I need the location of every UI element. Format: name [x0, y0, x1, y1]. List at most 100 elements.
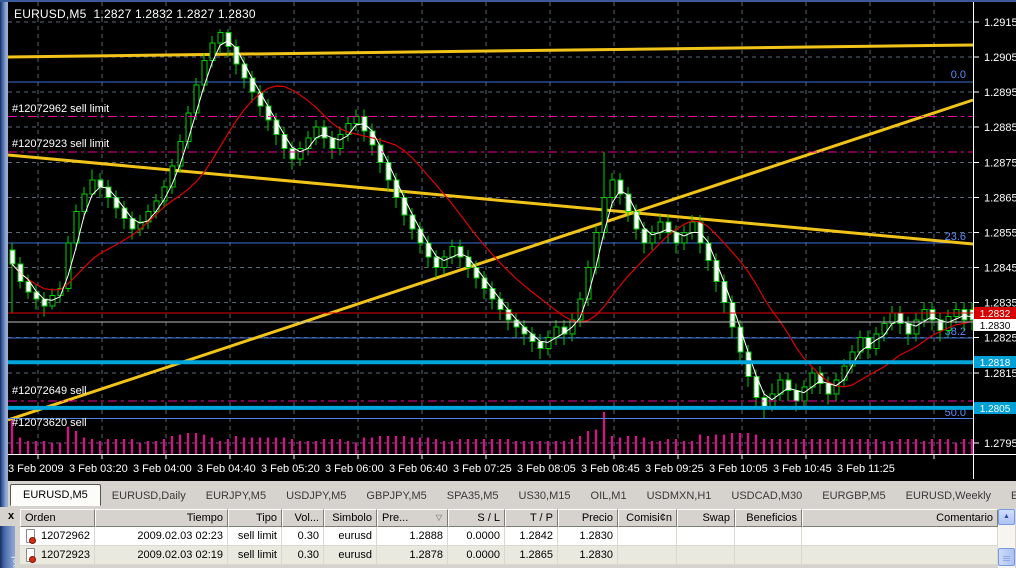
- svg-text:0.0: 0.0: [951, 69, 966, 81]
- tab-eurjpy-m5[interactable]: EURJPY,M5: [205, 490, 267, 502]
- cell-comentario: [802, 546, 998, 565]
- column-header-orden[interactable]: Orden: [20, 509, 95, 527]
- svg-text:3 Feb 06:40: 3 Feb 06:40: [389, 463, 448, 475]
- terminal-scrollbar[interactable]: ▲: [998, 509, 1015, 568]
- tab-oil-m1[interactable]: OIL,M1: [590, 490, 627, 502]
- svg-text:1.2795: 1.2795: [984, 438, 1016, 450]
- cell-comentario: [802, 527, 998, 546]
- cell-t-p: 1.2865: [505, 546, 558, 565]
- svg-text:3 Feb 10:45: 3 Feb 10:45: [773, 463, 832, 475]
- tab-spa35-m5[interactable]: SPA35,M5: [446, 490, 499, 502]
- svg-text:#12072962 sell limit: #12072962 sell limit: [12, 103, 109, 115]
- window-border: [0, 0, 8, 568]
- column-header-comisi-n[interactable]: Comisi¢n: [618, 509, 677, 527]
- column-header-swap[interactable]: Swap: [677, 509, 735, 527]
- cell-tiempo: 2009.02.03 02:19: [95, 546, 228, 565]
- order-row-12072923[interactable]: 12072923 2009.02.03 02:19 sell limit 0.30 eu…: [20, 546, 998, 565]
- svg-text:1.2845: 1.2845: [984, 263, 1016, 275]
- column-header-simbolo[interactable]: Simbolo: [324, 509, 377, 527]
- svg-text:3 Feb 06:00: 3 Feb 06:00: [325, 463, 384, 475]
- svg-text:1.2855: 1.2855: [984, 227, 1016, 239]
- cell-orden: 12072923: [20, 546, 95, 565]
- chart-window[interactable]: 0.0 23.6 38.2 50.0 #12072962 sell limit #1207…: [8, 2, 1016, 481]
- terminal-panel: x Terminal OrdenTiempoTipoVol...SimboloP…: [0, 507, 1016, 568]
- chart-tab-bar: EURUSD,M5 EURUSD,Daily EURJPY,M5 USDJPY,M5 G…: [8, 482, 1016, 506]
- svg-text:1.2818: 1.2818: [980, 358, 1011, 369]
- svg-text:3 Feb 04:00: 3 Feb 04:00: [133, 463, 192, 475]
- svg-text:3 Feb 03:20: 3 Feb 03:20: [69, 463, 128, 475]
- svg-text:3 Feb 05:20: 3 Feb 05:20: [261, 463, 320, 475]
- svg-text:1.2875: 1.2875: [984, 157, 1016, 169]
- column-header-beneficios[interactable]: Beneficios: [735, 509, 802, 527]
- order-doc-icon: [26, 548, 37, 563]
- svg-text:3 Feb 10:05: 3 Feb 10:05: [709, 463, 768, 475]
- order-doc-icon: [26, 529, 37, 544]
- orders-table-body: 12072962 2009.02.03 02:23 sell limit 0.30 eu…: [20, 527, 998, 565]
- cell-beneficios: [735, 527, 802, 546]
- svg-text:1.2885: 1.2885: [984, 122, 1016, 134]
- cell-swap: [677, 527, 735, 546]
- svg-text:1.2895: 1.2895: [984, 87, 1016, 99]
- svg-text:3 Feb 11:25: 3 Feb 11:25: [837, 463, 895, 475]
- scrollbar-thumb[interactable]: [998, 548, 1015, 566]
- svg-text:1.2915: 1.2915: [984, 17, 1016, 29]
- svg-text:#12072649 sell: #12072649 sell: [12, 385, 87, 397]
- column-header-comentario[interactable]: Comentario: [802, 509, 998, 527]
- column-header-vol-[interactable]: Vol...: [282, 509, 324, 527]
- tab-usdmxn-h1[interactable]: USDMXN,H1: [646, 490, 712, 502]
- tab-us30-m15[interactable]: US30,M15: [518, 490, 571, 502]
- cell-pre-: 1.2878: [377, 546, 448, 565]
- orders-table: Orden Tiempo Tipo Vol... Simbolo Pre... ▽ S / L…: [20, 509, 998, 565]
- price-chart-svg[interactable]: 0.023.638.250.0#12072962 sell limit#1207…: [8, 2, 1016, 481]
- svg-text:1.2830: 1.2830: [980, 321, 1011, 332]
- tab-eurusd-daily[interactable]: EURUSD,Daily: [111, 490, 186, 502]
- svg-text:#12072923 sell limit: #12072923 sell limit: [12, 138, 109, 150]
- cell-orden: 12072962: [20, 527, 95, 546]
- svg-text:3 Feb 2009: 3 Feb 2009: [8, 463, 64, 475]
- order-row-12072962[interactable]: 12072962 2009.02.03 02:23 sell limit 0.30 eu…: [20, 527, 998, 546]
- cell-vol-: 0.30: [282, 546, 324, 565]
- cell-precio: 1.2830: [558, 546, 618, 565]
- svg-text:3 Feb 09:25: 3 Feb 09:25: [645, 463, 704, 475]
- svg-text:3 Feb 04:40: 3 Feb 04:40: [197, 463, 256, 475]
- cell-tipo: sell limit: [228, 527, 282, 546]
- sort-desc-icon: ▽: [435, 513, 442, 522]
- svg-text:3 Feb 07:25: 3 Feb 07:25: [453, 463, 512, 475]
- svg-text:1.2905: 1.2905: [984, 52, 1016, 64]
- svg-text:1.2865: 1.2865: [984, 192, 1016, 204]
- column-header-t-p[interactable]: T / P: [505, 509, 558, 527]
- svg-text:1.2805: 1.2805: [980, 404, 1011, 415]
- column-header-s-l[interactable]: S / L: [448, 509, 505, 527]
- cell-tipo: sell limit: [228, 546, 282, 565]
- terminal-caption-bar[interactable]: Terminal: [0, 526, 15, 568]
- cell-comisi-n: [618, 527, 677, 546]
- svg-text:1.2825: 1.2825: [984, 333, 1016, 345]
- svg-text:1.2832: 1.2832: [980, 309, 1011, 320]
- tab-usdcad-m30[interactable]: USDCAD,M30: [731, 490, 803, 502]
- cell-simbolo: eurusd: [324, 527, 377, 546]
- cell-s-l: 0.0000: [448, 527, 505, 546]
- tab-eurgbp-m5[interactable]: EURGBP,M5: [822, 490, 886, 502]
- svg-text:50.0: 50.0: [945, 407, 966, 419]
- cell-t-p: 1.2842: [505, 527, 558, 546]
- chart-title: EURUSD,M5 1.2827 1.2832 1.2827 1.2830: [14, 7, 256, 21]
- tab-usdjpy-m5[interactable]: USDJPY,M5: [286, 490, 347, 502]
- svg-text:#12073620 sell: #12073620 sell: [12, 417, 87, 429]
- tab-eur-[interactable]: EUR.: [1011, 490, 1016, 502]
- cell-beneficios: [735, 546, 802, 565]
- cell-vol-: 0.30: [282, 527, 324, 546]
- window-top-edge: [0, 0, 1016, 2]
- column-header-tiempo[interactable]: Tiempo: [95, 509, 228, 527]
- column-header-precio[interactable]: Precio: [558, 509, 618, 527]
- column-header-tipo[interactable]: Tipo: [228, 509, 282, 527]
- tab-gbpjpy-m5[interactable]: GBPJPY,M5: [366, 490, 427, 502]
- tab-eurusd-weekly[interactable]: EURUSD,Weekly: [905, 490, 992, 502]
- cell-simbolo: eurusd: [324, 546, 377, 565]
- svg-text:3 Feb 08:05: 3 Feb 08:05: [517, 463, 576, 475]
- close-icon[interactable]: x: [7, 510, 15, 522]
- svg-text:1.2835: 1.2835: [984, 298, 1016, 310]
- svg-text:3 Feb 08:45: 3 Feb 08:45: [581, 463, 640, 475]
- tab-eurusd-m5[interactable]: EURUSD,M5: [10, 484, 101, 506]
- scroll-up-icon[interactable]: ▲: [998, 509, 1015, 525]
- column-header-pre-[interactable]: Pre... ▽: [377, 509, 448, 527]
